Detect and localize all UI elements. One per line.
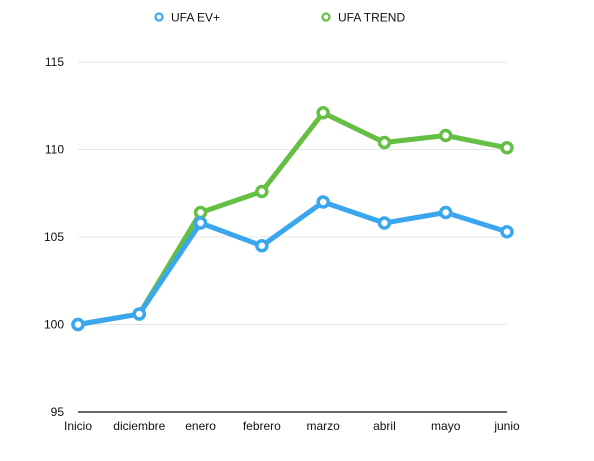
- data-point-ufa-ev-2: [193, 216, 208, 230]
- legend-label-ufa-ev: UFA EV+: [171, 11, 220, 25]
- x-tick-label-1: diciembre: [113, 419, 165, 433]
- x-tick-label-6: mayo: [431, 419, 461, 433]
- y-tick-label-115: 115: [45, 55, 64, 69]
- data-point-ufa-ev-3: [255, 239, 269, 253]
- data-point-ufa-trend-6: [438, 128, 453, 143]
- data-point-ufa-ev-4: [316, 195, 330, 209]
- data-point-ufa-ev-6: [438, 205, 453, 220]
- data-point-ufa-ev-0: [71, 317, 85, 332]
- y-tick-label-95: 95: [51, 405, 65, 419]
- x-tick-label-4: marzo: [306, 419, 340, 433]
- legend-marker-ufa-trend: [321, 12, 331, 22]
- x-tick-label-5: abril: [373, 419, 396, 433]
- data-point-ufa-trend-4: [316, 106, 330, 120]
- x-tick-label-7: junio: [493, 419, 520, 433]
- data-point-ufa-trend-2: [193, 205, 208, 220]
- data-point-ufa-ev-5: [377, 216, 392, 230]
- x-tick-label-3: febrero: [243, 419, 281, 433]
- y-axis-tick-labels: 95 100 105 110 115: [44, 55, 64, 419]
- x-axis-tick-labels: Inicio diciembre enero febrero marzo abril may…: [64, 419, 520, 433]
- y-tick-label-105: 105: [44, 230, 64, 244]
- data-point-ufa-ev-1: [132, 307, 147, 321]
- legend-item-ufa-trend: UFA TREND: [321, 11, 405, 25]
- series-line-ufa-ev: [75, 199, 510, 327]
- series-layer: [71, 106, 514, 332]
- data-point-ufa-trend-3: [255, 184, 269, 199]
- gridlines: [78, 61, 507, 325]
- series-ufa-ev: [71, 195, 514, 332]
- legend: UFA EV+ UFA TREND: [154, 11, 405, 25]
- legend-item-ufa-ev: UFA EV+: [154, 11, 220, 25]
- data-point-ufa-trend-5: [377, 135, 392, 150]
- x-tick-label-2: enero: [185, 419, 216, 433]
- data-point-ufa-ev-7: [500, 225, 514, 239]
- legend-marker-ufa-ev: [154, 12, 164, 22]
- legend-label-ufa-trend: UFA TREND: [338, 11, 405, 25]
- x-tick-label-0: Inicio: [64, 419, 92, 433]
- y-tick-label-110: 110: [45, 143, 64, 157]
- y-tick-label-100: 100: [44, 318, 64, 332]
- data-point-ufa-trend-7: [500, 141, 514, 155]
- series-line-ufa-trend: [75, 110, 510, 327]
